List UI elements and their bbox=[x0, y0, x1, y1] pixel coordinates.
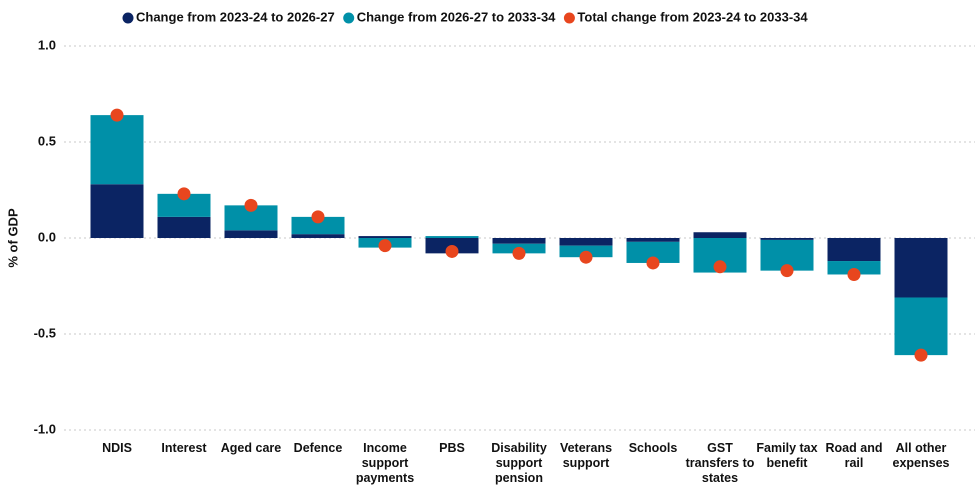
bar-segment bbox=[894, 238, 948, 298]
bar-segment bbox=[425, 236, 479, 238]
bar-segment bbox=[358, 236, 412, 238]
bar-segment bbox=[90, 184, 144, 238]
bar-segment bbox=[157, 193, 211, 217]
bar-segment bbox=[827, 238, 881, 262]
total-dot bbox=[579, 250, 593, 264]
total-dot bbox=[177, 187, 191, 201]
x-tick-label: PBS bbox=[439, 441, 465, 455]
x-tick-label: Schools bbox=[628, 441, 678, 455]
total-dot bbox=[378, 239, 392, 253]
total-dot bbox=[512, 246, 526, 260]
bar-segment bbox=[626, 241, 680, 263]
legend-marker bbox=[122, 12, 134, 24]
y-axis-label: % of GDP bbox=[5, 208, 20, 268]
bar-segment bbox=[291, 234, 345, 238]
total-dot bbox=[445, 244, 459, 258]
total-dot bbox=[780, 264, 794, 278]
x-tick-label: Interest bbox=[161, 441, 207, 455]
x-tick-label: Defence bbox=[293, 441, 343, 455]
y-tick-label: 0.0 bbox=[38, 229, 56, 244]
bar-segment bbox=[90, 115, 144, 185]
y-tick-label: 1.0 bbox=[38, 37, 56, 52]
bar-segment bbox=[157, 216, 211, 238]
x-tick-label: Family tax benefit bbox=[756, 441, 818, 470]
bar-segment bbox=[693, 232, 747, 238]
total-dot bbox=[244, 198, 258, 212]
bar-segment bbox=[291, 216, 345, 235]
bar-segment bbox=[224, 230, 278, 238]
x-tick-label: All other expenses bbox=[892, 441, 950, 470]
total-dot bbox=[847, 267, 861, 281]
legend-marker bbox=[343, 12, 355, 24]
total-dot bbox=[110, 108, 124, 122]
bar-segment bbox=[827, 261, 881, 275]
total-dot bbox=[646, 256, 660, 270]
bar-segment bbox=[760, 238, 814, 240]
x-tick-label: NDIS bbox=[102, 441, 132, 455]
legend-marker bbox=[563, 12, 575, 24]
x-tick-label: Income support payments bbox=[355, 441, 415, 485]
x-tick-label: Veterans support bbox=[559, 441, 613, 470]
x-tick-label: GST transfers to states bbox=[685, 441, 755, 485]
y-tick-label: -1.0 bbox=[34, 421, 56, 436]
x-tick-label: Aged care bbox=[220, 441, 282, 455]
bar-segment bbox=[559, 238, 613, 246]
total-dot bbox=[713, 260, 727, 274]
x-tick-label: Road and rail bbox=[825, 441, 883, 470]
y-tick-label: 0.5 bbox=[38, 133, 56, 148]
bar-segment bbox=[492, 238, 546, 244]
legend-label: Change from 2026-27 to 2033-34 bbox=[357, 9, 556, 24]
bar-segment bbox=[626, 238, 680, 242]
total-dot bbox=[311, 210, 325, 224]
y-tick-label: -0.5 bbox=[34, 325, 56, 340]
bar-segment bbox=[894, 297, 948, 356]
legend-label: Total change from 2023-24 to 2033-34 bbox=[577, 9, 808, 24]
x-tick-label: Disability support pension bbox=[491, 441, 547, 485]
total-dot bbox=[914, 348, 928, 362]
legend-label: Change from 2023-24 to 2026-27 bbox=[136, 9, 335, 24]
